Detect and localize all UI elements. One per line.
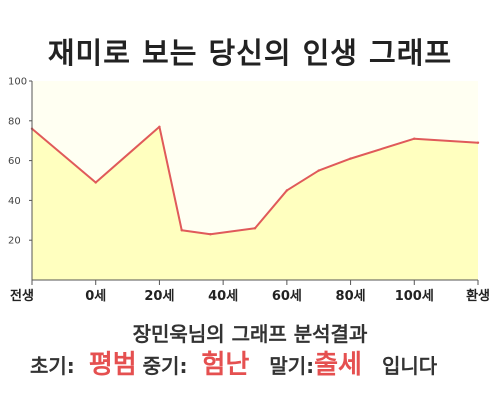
middle-value: 험난 bbox=[201, 350, 250, 380]
result-heading: 장민욱님의 그래프 분석결과 bbox=[132, 322, 368, 346]
data-point bbox=[285, 189, 289, 192]
data-point bbox=[158, 125, 161, 128]
x-tick-label: 40세 bbox=[208, 289, 238, 304]
y-tick-label: 100 bbox=[8, 77, 27, 88]
y-tick-label: 20 bbox=[8, 236, 21, 247]
early-value: 평범 bbox=[88, 350, 137, 380]
x-tick-label: 100세 bbox=[395, 289, 434, 304]
x-tick-label: 20세 bbox=[144, 289, 174, 304]
data-point bbox=[349, 157, 352, 160]
y-tick-label: 40 bbox=[8, 196, 21, 207]
middle-label: 중기: bbox=[142, 354, 188, 378]
result-summary: 초기: 평범 중기: 험난 말기:출세 입니다 bbox=[30, 344, 437, 381]
data-point bbox=[317, 169, 320, 172]
early-label: 초기: bbox=[30, 354, 75, 378]
y-tick-label: 80 bbox=[8, 116, 21, 127]
data-point bbox=[476, 141, 480, 144]
y-tick-label: 60 bbox=[8, 156, 21, 167]
data-point bbox=[253, 227, 257, 230]
data-point bbox=[209, 233, 212, 236]
x-tick-label: 60세 bbox=[272, 289, 302, 304]
x-tick-label: 전생 bbox=[10, 288, 34, 304]
late-value: 출세 bbox=[314, 350, 362, 380]
data-point bbox=[413, 137, 416, 140]
late-label: 말기: bbox=[269, 354, 315, 378]
area-fill bbox=[32, 126, 478, 281]
page-title: 재미로 보는 당신의 인생 그래프 bbox=[47, 36, 453, 70]
data-point bbox=[94, 181, 97, 184]
x-tick-label: 80세 bbox=[336, 289, 366, 304]
x-tick-label: 환생 bbox=[466, 288, 490, 304]
x-tick-label: 0세 bbox=[85, 289, 106, 304]
ending-text: 입니다 bbox=[381, 354, 438, 378]
data-point bbox=[180, 229, 183, 232]
